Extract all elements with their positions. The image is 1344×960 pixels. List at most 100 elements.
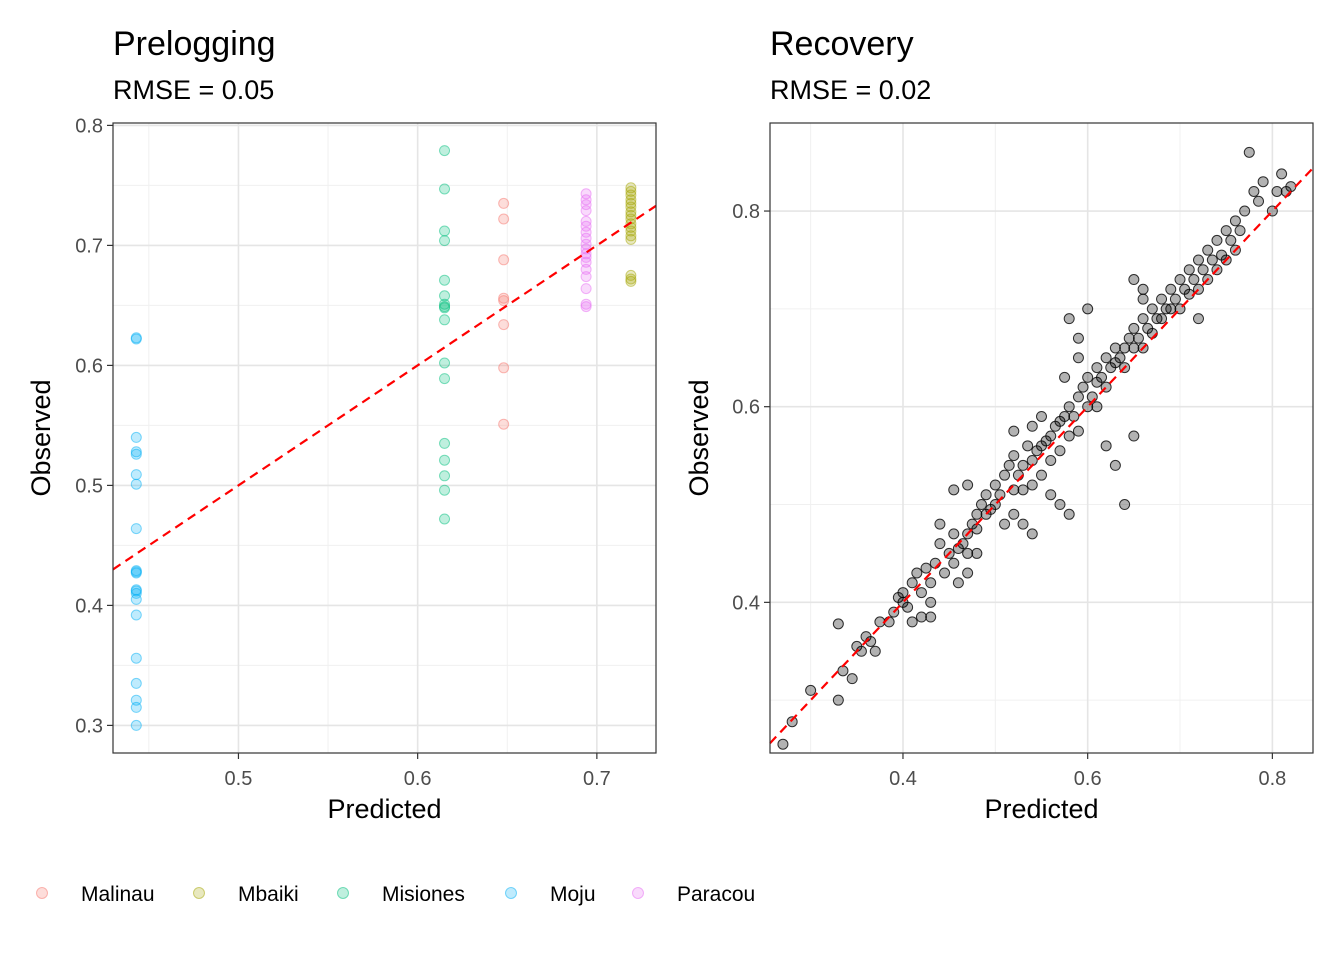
prelogging-subtitle: RMSE = 0.05 xyxy=(113,75,274,105)
data-point-malinau xyxy=(498,292,510,304)
data-point xyxy=(1239,205,1251,217)
data-point xyxy=(1114,352,1126,364)
data-point-moju xyxy=(130,677,142,689)
y-tick-label: 0.3 xyxy=(75,715,103,737)
data-point-misiones xyxy=(439,373,451,385)
data-point xyxy=(1008,425,1020,437)
data-point xyxy=(1026,420,1038,432)
data-point-misiones xyxy=(439,513,451,525)
legend-item-misiones: Misiones xyxy=(337,883,465,906)
legend-item-malinau: Malinau xyxy=(36,883,155,906)
data-point xyxy=(1276,168,1288,180)
data-point xyxy=(1169,293,1181,305)
data-point-misiones xyxy=(439,302,451,314)
data-point xyxy=(999,518,1011,530)
data-point-paracou xyxy=(580,232,592,244)
x-tick-label: 0.5 xyxy=(225,768,253,790)
data-point-misiones xyxy=(439,235,451,247)
y-tick-label: 0.7 xyxy=(75,235,103,257)
data-point xyxy=(1008,450,1020,462)
data-point xyxy=(971,508,983,520)
data-point-moju xyxy=(130,446,142,458)
data-point xyxy=(1156,293,1168,305)
data-point-misiones xyxy=(439,484,451,496)
data-point xyxy=(1192,313,1204,325)
data-point-paracou xyxy=(580,220,592,232)
data-point-mbaiki xyxy=(625,185,637,197)
data-point xyxy=(1137,293,1149,305)
data-point-mbaiki xyxy=(625,269,637,281)
data-point-moju xyxy=(130,585,142,597)
data-point xyxy=(939,567,951,579)
data-point xyxy=(1192,254,1204,266)
data-point xyxy=(971,547,983,559)
data-point xyxy=(1271,185,1283,197)
prelogging-title: Prelogging xyxy=(113,25,276,63)
data-point-moju xyxy=(130,593,142,605)
legend-item-paracou: Paracou xyxy=(632,883,755,906)
data-point xyxy=(1156,313,1168,325)
data-point xyxy=(1243,146,1255,158)
data-point xyxy=(915,611,927,623)
data-point xyxy=(1045,430,1057,442)
legend-label: Paracou xyxy=(677,883,755,906)
data-point xyxy=(1026,479,1038,491)
legend-label: Moju xyxy=(550,883,596,906)
data-point xyxy=(934,518,946,530)
data-point-moju xyxy=(130,701,142,713)
legend-key xyxy=(632,887,644,899)
data-point xyxy=(1017,484,1029,496)
data-point xyxy=(925,577,937,589)
data-point xyxy=(1082,371,1094,383)
prelogging-points xyxy=(130,145,637,731)
data-point xyxy=(1257,176,1269,188)
data-point-misiones xyxy=(439,183,451,195)
data-point xyxy=(1234,225,1246,237)
recovery-panel-border xyxy=(769,122,1314,754)
recovery-grid xyxy=(770,123,1313,753)
data-point xyxy=(948,528,960,540)
data-point xyxy=(1096,371,1108,383)
legend-key xyxy=(505,887,517,899)
data-point xyxy=(1036,469,1047,481)
data-point-moju xyxy=(130,448,142,460)
data-point xyxy=(897,587,909,599)
data-point-paracou xyxy=(580,188,592,200)
data-point xyxy=(1285,181,1297,193)
data-point-paracou xyxy=(580,199,592,211)
data-point-moju xyxy=(130,566,142,578)
data-point-mbaiki xyxy=(625,209,637,221)
data-point xyxy=(777,738,789,750)
x-tick-label: 0.7 xyxy=(583,768,611,790)
data-point xyxy=(1008,508,1020,520)
legend-key xyxy=(193,887,205,899)
data-point-malinau xyxy=(498,319,510,331)
data-point xyxy=(1202,244,1214,256)
data-point-moju xyxy=(130,609,142,621)
data-point xyxy=(1063,401,1075,413)
data-point xyxy=(925,611,937,623)
data-point-paracou xyxy=(580,271,592,283)
data-point-misiones xyxy=(439,437,451,449)
prelogging-reference-line xyxy=(112,204,657,571)
legend-item-moju: Moju xyxy=(505,883,596,906)
data-point xyxy=(920,562,932,574)
data-point xyxy=(1091,401,1103,413)
data-point xyxy=(1022,440,1034,452)
data-point xyxy=(948,484,960,496)
data-point xyxy=(948,557,960,569)
panel-recovery: Recovery RMSE = 0.02 0.4 0.6 0.8 0.4 0.6 0.8… xyxy=(684,25,1314,824)
data-point xyxy=(1072,391,1084,403)
data-point xyxy=(1188,274,1200,286)
recovery-x-ticks: 0.4 0.6 0.8 xyxy=(889,753,1286,790)
data-point xyxy=(906,577,918,589)
legend: Malinau Mbaiki Misiones Moju Paracou xyxy=(36,883,755,906)
data-point-paracou xyxy=(580,301,592,313)
data-point xyxy=(1054,445,1066,457)
prelogging-x-ticks: 0.5 0.6 0.7 xyxy=(225,753,611,790)
data-point-misiones xyxy=(439,470,451,482)
data-point xyxy=(962,479,974,491)
data-point xyxy=(1063,508,1075,520)
data-point xyxy=(1248,185,1260,197)
